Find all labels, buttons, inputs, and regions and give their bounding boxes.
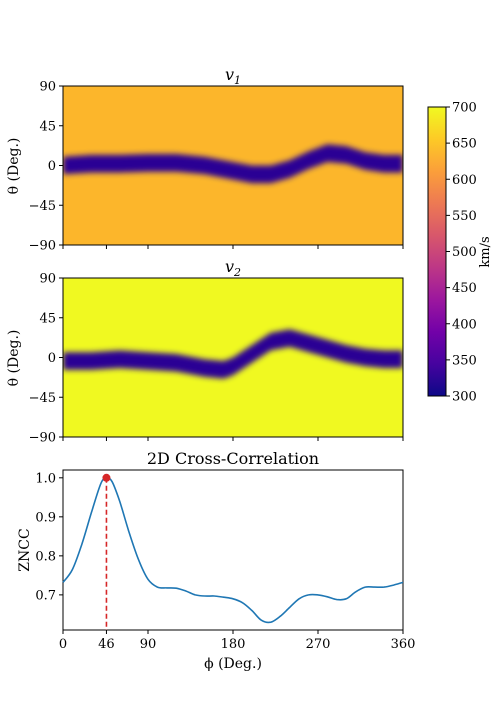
- xtick-label: 46: [98, 637, 115, 652]
- colorbar-tick-label: 650: [452, 137, 477, 152]
- ytick-label: 0: [48, 351, 56, 366]
- cross-correlation-yticks: 0.7 0.8 0.9 1.0: [35, 471, 63, 603]
- ytick-label: 90: [39, 80, 56, 95]
- ytick-label: 45: [39, 119, 56, 134]
- heatmap-title-v1: v1: [225, 65, 241, 87]
- cross-correlation-frame: [62, 469, 404, 631]
- ytick-label: −45: [29, 199, 56, 214]
- xtick-label: 90: [140, 637, 157, 652]
- ytick-label: −45: [29, 391, 56, 406]
- heatmap-ylabel-v1: θ (Deg.): [6, 138, 22, 195]
- colorbar-tick-label: 450: [452, 281, 477, 296]
- colorbar-tick-label: 600: [452, 173, 477, 188]
- cross-correlation-ylabel: ZNCC: [17, 528, 33, 571]
- colorbar-label: km/s: [478, 236, 493, 267]
- ytick-label: 90: [39, 272, 56, 287]
- colorbar-ticks: 700 650 600 550 500 450 400 350 300: [446, 101, 477, 405]
- heatmap-title-v2: v2: [225, 257, 241, 279]
- heatmap-yticks-v2: 90 45 0 −45 −90: [29, 272, 404, 446]
- xtick-label: 180: [221, 637, 246, 652]
- heatmap-ylabel-v2: θ (Deg.): [6, 330, 22, 387]
- colorbar-tick-label: 550: [452, 209, 477, 224]
- ytick-label: 0.7: [35, 588, 56, 603]
- cross-correlation-xticks: 0 46 90 180 270 360: [59, 630, 416, 652]
- colorbar-tick-label: 500: [452, 245, 477, 260]
- ytick-label: 45: [39, 311, 56, 326]
- heatmap-panel-v1: v1 90 45 0 −45 −90 θ (Deg.): [6, 65, 404, 254]
- heatmap-band-v1: [63, 144, 403, 184]
- colorbar-tick-label: 350: [452, 353, 477, 368]
- xtick-label: 0: [59, 637, 67, 652]
- xtick-label: 360: [391, 637, 416, 652]
- colorbar-tick-label: 300: [452, 390, 477, 405]
- heatmap-panel-v2: v2 90 45 0 −45 −90 θ (Deg.): [6, 257, 404, 446]
- ytick-label: 0.8: [35, 549, 56, 564]
- xtick-label: 270: [306, 637, 331, 652]
- colorbar-gradient: [428, 107, 446, 396]
- ytick-label: 0.9: [35, 510, 56, 525]
- zncc-series-line: [62, 476, 404, 624]
- colorbar-tick-label: 400: [452, 317, 477, 332]
- peak-marker: [102, 473, 111, 482]
- heatmap-yticks-v1: 90 45 0 −45 −90: [29, 80, 404, 254]
- colorbar-tick-label: 700: [452, 101, 477, 116]
- colorbar: 700 650 600 550 500 450 400 350 300 km/s: [427, 101, 493, 405]
- ytick-label: 1.0: [35, 471, 56, 486]
- cross-correlation-title: 2D Cross-Correlation: [147, 449, 319, 468]
- ytick-label: 0: [48, 159, 56, 174]
- ytick-label: −90: [29, 239, 56, 254]
- cross-correlation-xlabel: ϕ (Deg.): [204, 656, 262, 672]
- cross-correlation-panel: 2D Cross-Correlation 0 46 90 180 270 360 0.70…: [17, 449, 415, 672]
- ytick-label: −90: [29, 431, 56, 446]
- heatmap-band-v2: [63, 329, 403, 379]
